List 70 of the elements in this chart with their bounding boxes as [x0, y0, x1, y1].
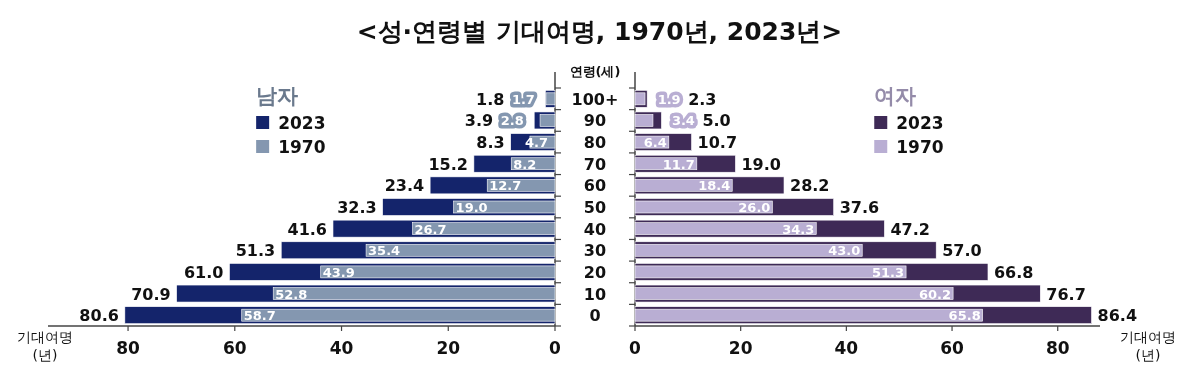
x-tick-label: 60 — [940, 338, 965, 358]
x-tick-label: 20 — [728, 338, 753, 358]
data-label: 43.9 — [322, 264, 355, 280]
legend-title: 남자 — [256, 84, 299, 108]
y-axis-title: 연령(세) — [569, 64, 621, 79]
y-tick-label: 70 — [583, 154, 607, 174]
data-label: 6.4 — [643, 135, 667, 151]
y-tick-label: 10 — [583, 284, 607, 304]
x-tick-label: 40 — [834, 338, 859, 358]
x-axis-title: 기대여명 (년) — [17, 329, 73, 363]
x-tick-label: 20 — [436, 338, 461, 358]
y-tick-label: 90 — [583, 111, 607, 131]
data-label: 76.7 — [1046, 284, 1086, 304]
data-label: 2.3 — [688, 89, 717, 109]
data-label: 11.7 — [662, 156, 695, 172]
data-label: 35.4 — [368, 243, 401, 259]
x-tick-label: 0 — [549, 338, 562, 358]
data-label: 26.0 — [738, 200, 771, 215]
chart-title: <성·연령별 기대여명, 1970년, 2023년> — [356, 17, 843, 46]
data-label: 28.2 — [790, 176, 830, 196]
x-tick-label: 80 — [116, 338, 141, 358]
data-label: 60.2 — [919, 286, 952, 302]
data-label: 52.8 — [275, 286, 308, 302]
data-label: 41.6 — [287, 219, 327, 239]
data-label: 34.3 — [782, 221, 815, 237]
legend-title: 여자 — [874, 84, 917, 108]
data-label: 70.9 — [131, 284, 171, 304]
data-label: 43.0 — [828, 243, 861, 259]
data-label: 57.0 — [942, 241, 982, 261]
x-axis-title: 기대여명 (년) — [1120, 329, 1176, 363]
y-tick-label: 0 — [589, 306, 601, 326]
data-label: 66.8 — [993, 262, 1034, 282]
y-tick-label: 20 — [583, 262, 607, 282]
data-label: 61.0 — [183, 262, 224, 282]
legend-label: 2023 — [278, 113, 326, 133]
data-label: 8.3 — [476, 133, 505, 153]
y-tick-label: 100+ — [571, 89, 619, 109]
x-tick-label: 80 — [1045, 338, 1070, 358]
data-label: 37.6 — [839, 198, 880, 217]
legend-label: 2023 — [896, 113, 944, 133]
data-label: 8.2 — [513, 156, 537, 172]
data-label: 86.4 — [1097, 306, 1138, 326]
data-label: 18.4 — [698, 178, 731, 194]
data-label: 32.3 — [337, 198, 377, 217]
y-tick-label: 50 — [583, 198, 607, 217]
y-tick-label: 40 — [583, 219, 607, 239]
x-tick-label: 40 — [329, 338, 354, 358]
y-tick-label: 30 — [583, 241, 607, 261]
data-label: 65.8 — [948, 308, 981, 324]
data-label: 3.9 — [464, 111, 494, 131]
legend-label: 1970 — [896, 137, 944, 157]
legend-label: 1970 — [278, 137, 326, 157]
data-label: 19.0 — [741, 154, 781, 174]
data-label: 51.3 — [872, 264, 905, 280]
data-label: 58.7 — [243, 308, 276, 324]
data-label: 5.0 — [702, 111, 731, 131]
data-label: 51.3 — [235, 241, 276, 261]
data-label: 12.7 — [489, 178, 522, 194]
data-label: 15.2 — [428, 154, 468, 174]
y-tick-label: 60 — [583, 176, 607, 196]
data-label: 10.7 — [697, 133, 738, 153]
data-label: 23.4 — [384, 176, 425, 196]
data-label: 26.7 — [414, 221, 447, 237]
data-label: 1.8 — [476, 89, 505, 109]
data-label: 19.0 — [455, 200, 488, 215]
x-tick-label: 0 — [629, 338, 642, 358]
x-tick-label: 60 — [222, 338, 247, 358]
data-label: 80.6 — [79, 306, 119, 326]
y-tick-label: 80 — [583, 133, 607, 153]
data-label: 47.2 — [890, 219, 930, 239]
